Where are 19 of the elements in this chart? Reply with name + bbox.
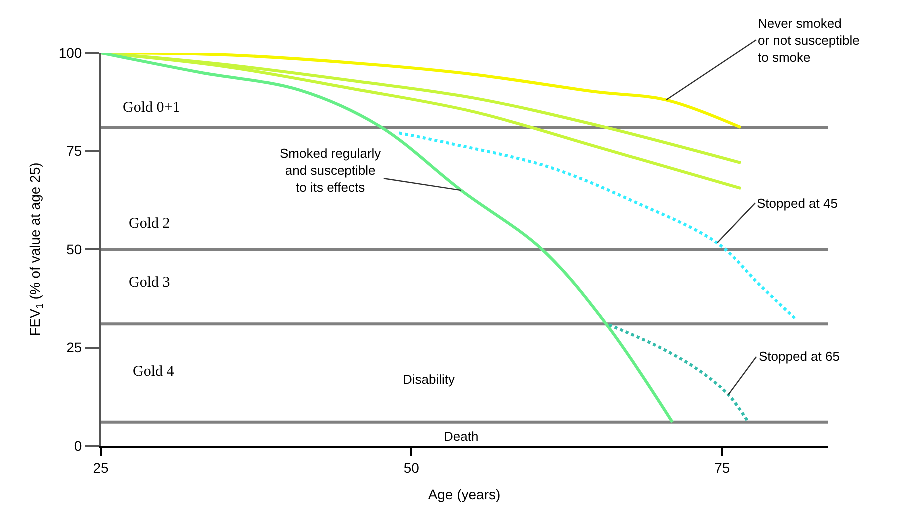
y-tick-label: 25	[66, 340, 82, 356]
y-tick-label: 100	[58, 44, 82, 61]
x-axis-title: Age (years)	[428, 486, 501, 503]
annotation: Gold 4	[133, 364, 175, 380]
annotation: Stopped at 45	[757, 196, 838, 211]
annotation: Gold 2	[129, 216, 170, 232]
y-tick-label: 75	[66, 143, 82, 160]
x-tick-label: 50	[404, 460, 420, 476]
annotation: Death	[444, 429, 479, 444]
annotation: Gold 0+1	[123, 100, 180, 116]
y-tick-label: 50	[66, 241, 82, 258]
x-tick-label: 25	[93, 460, 109, 476]
annotation: Gold 3	[129, 275, 170, 291]
annotation: Disability	[403, 372, 456, 387]
x-tick-label: 75	[714, 460, 730, 476]
y-tick-label: 0	[74, 438, 82, 454]
annotation: Never smoked or not susceptible to smoke	[758, 16, 860, 65]
annotation: Smoked regularly and susceptible to its effects	[280, 146, 382, 195]
annotation: Stopped at 65	[759, 349, 840, 364]
